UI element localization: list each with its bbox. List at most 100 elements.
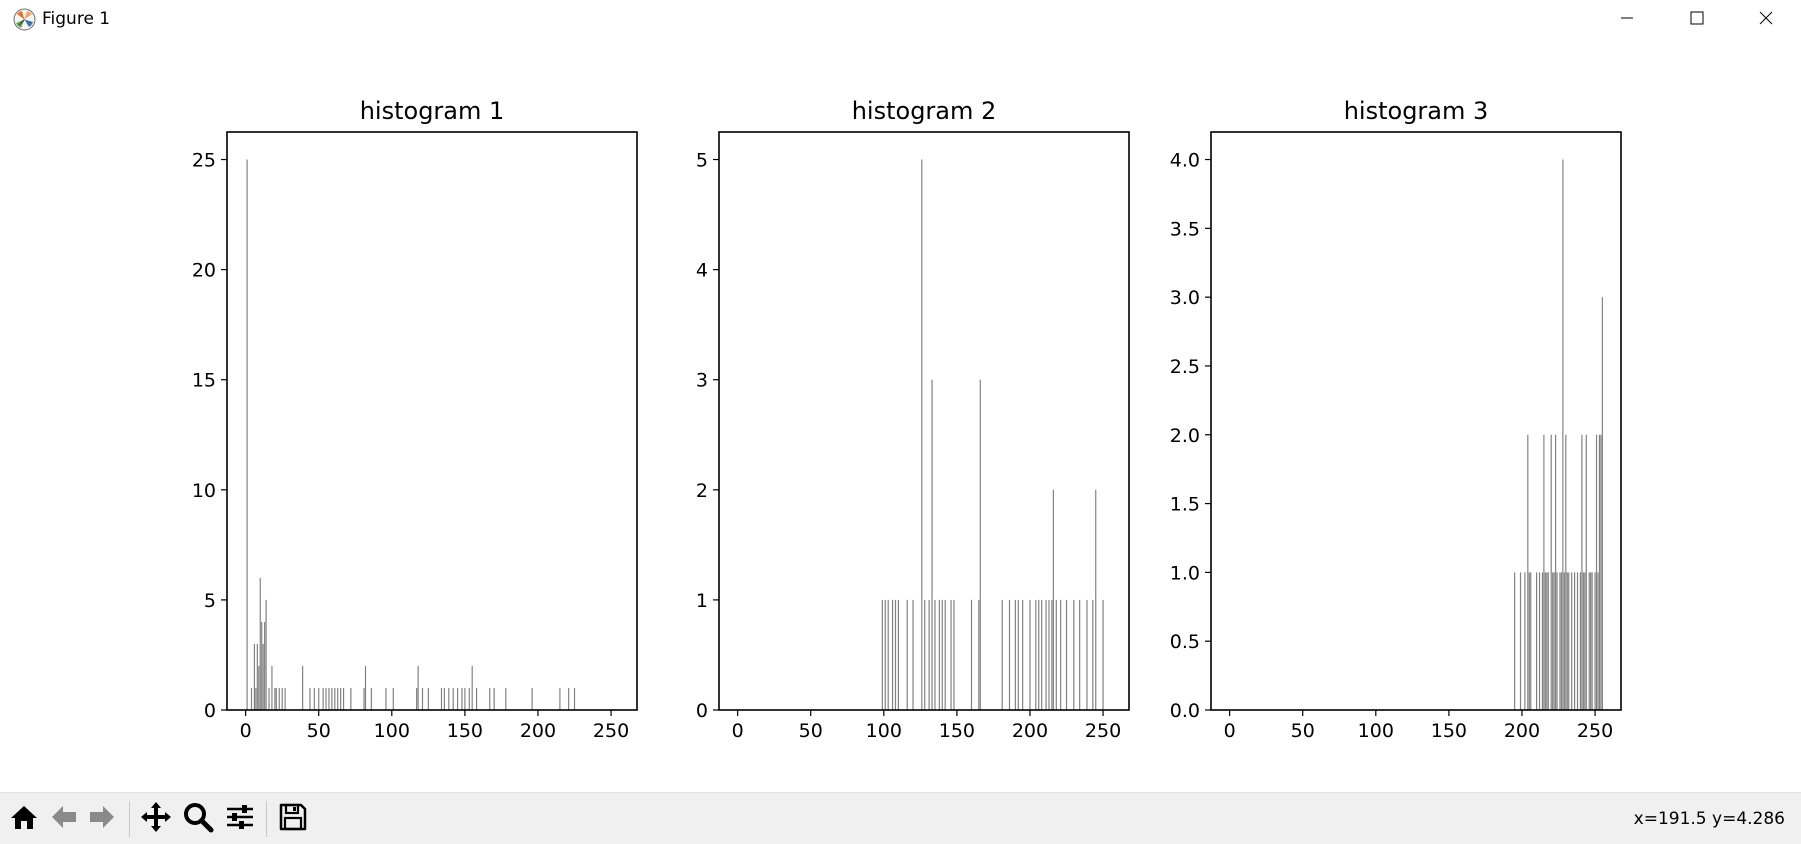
histogram-bar (1524, 572, 1526, 710)
x-tick-label: 100 (866, 720, 902, 742)
title-bar: Figure 1 (0, 0, 1801, 40)
histogram-bar (476, 687, 478, 710)
toolbar-separator (266, 801, 267, 837)
histogram-bar (255, 687, 257, 710)
forward-button[interactable] (84, 801, 120, 837)
histogram-bar (340, 687, 342, 710)
histogram-bar (392, 687, 394, 710)
y-tick-label: 3.0 (1170, 287, 1200, 309)
back-arrow-icon (49, 802, 79, 836)
histogram-bar (906, 599, 908, 710)
histogram-bar (246, 159, 248, 710)
subplot-title: histogram 3 (1344, 97, 1489, 125)
histogram-bar (1579, 572, 1582, 710)
histogram-bar (284, 687, 286, 710)
histogram-bar (1584, 572, 1586, 710)
x-tick-label: 0 (732, 720, 744, 742)
histogram-bar (313, 687, 315, 710)
histogram-bar (953, 599, 955, 710)
pan-move-icon (140, 801, 172, 837)
histogram-bar (1008, 599, 1011, 710)
histogram-bar (302, 665, 304, 710)
histogram-bar (1597, 572, 1599, 710)
histogram-bar (897, 599, 900, 710)
subplot-title: histogram 2 (852, 97, 997, 125)
save-button[interactable] (275, 801, 311, 837)
histogram-bar (559, 687, 561, 710)
histogram-bar (363, 687, 365, 710)
histogram-bar (921, 159, 923, 710)
y-tick-label: 5 (696, 150, 708, 172)
histogram-bar (1022, 599, 1024, 710)
histogram-bar (884, 599, 886, 710)
y-tick-label: 15 (192, 370, 216, 392)
y-tick-label: 2 (696, 480, 708, 502)
histogram-bar (385, 687, 387, 710)
histogram-bar (281, 687, 283, 710)
histogram-bar (268, 687, 270, 710)
histogram-bar (891, 599, 894, 710)
x-tick-label: 150 (447, 720, 483, 742)
histogram-bar (944, 599, 946, 710)
subplot-title: histogram 1 (360, 97, 505, 125)
close-button[interactable] (1731, 0, 1801, 40)
zoom-magnifier-icon (182, 801, 214, 837)
back-button[interactable] (46, 801, 82, 837)
maximize-button[interactable] (1662, 0, 1732, 40)
histogram-bar (1514, 572, 1516, 710)
y-tick-label: 25 (192, 150, 216, 172)
y-tick-label: 4 (696, 260, 708, 282)
histogram-bar (1543, 434, 1545, 710)
histogram-bar (1555, 434, 1557, 710)
histogram-bar (970, 599, 973, 710)
histogram-bar (1563, 572, 1565, 710)
histogram-bar (1055, 599, 1057, 710)
histogram-bar (1052, 489, 1054, 710)
close-icon (1758, 10, 1774, 30)
histogram-bar (941, 599, 943, 710)
histogram-bar (264, 621, 266, 710)
histogram-bar (531, 687, 533, 710)
histogram-bar (1553, 572, 1555, 710)
histogram-bar (1585, 434, 1587, 710)
pan-button[interactable] (138, 801, 174, 837)
configure-subplots-button[interactable] (222, 801, 258, 837)
histogram-bar (931, 379, 933, 710)
histogram-bar (258, 665, 260, 710)
minimize-button[interactable] (1592, 0, 1662, 40)
x-tick-label: 250 (1577, 720, 1613, 742)
histogram-bar (1550, 434, 1552, 710)
histogram-bar (1014, 599, 1016, 710)
histogram-bar (934, 599, 936, 710)
histogram-bar (443, 687, 446, 710)
zoom-button[interactable] (180, 801, 216, 837)
y-tick-label: 10 (192, 480, 216, 502)
figure-svg[interactable]: histogram 10 50 100 150 200 2500510152025hist… (0, 40, 1801, 792)
histogram-bar (1541, 572, 1544, 710)
histogram-bar (493, 687, 495, 710)
histogram-bar (1051, 599, 1053, 710)
histogram-bar (887, 599, 889, 710)
histogram-bar (1519, 572, 1522, 710)
histogram-bar (468, 687, 470, 710)
histogram-bar (1086, 599, 1088, 710)
histogram-bar (259, 577, 261, 710)
histogram-bar (456, 687, 459, 710)
histogram-bar (1065, 599, 1068, 710)
y-tick-label: 0.5 (1170, 631, 1200, 653)
home-button[interactable] (6, 801, 42, 837)
histogram-bar (364, 665, 367, 710)
axes-frame (226, 131, 638, 711)
x-tick-label: 150 (939, 720, 975, 742)
histogram-bar (1559, 572, 1561, 710)
histogram-bar (1538, 572, 1541, 710)
histogram-bar (1556, 572, 1558, 710)
histogram-bar (271, 665, 273, 710)
histogram-bar (370, 687, 372, 710)
y-tick-label: 5 (204, 590, 216, 612)
figure-canvas[interactable]: histogram 1 0 50 100 150 200 250 0 5 10 15 20 25 hist… (0, 40, 1801, 792)
histogram-bar (568, 687, 570, 710)
x-tick-label: 0 (240, 720, 252, 742)
histogram-bar (318, 687, 320, 710)
